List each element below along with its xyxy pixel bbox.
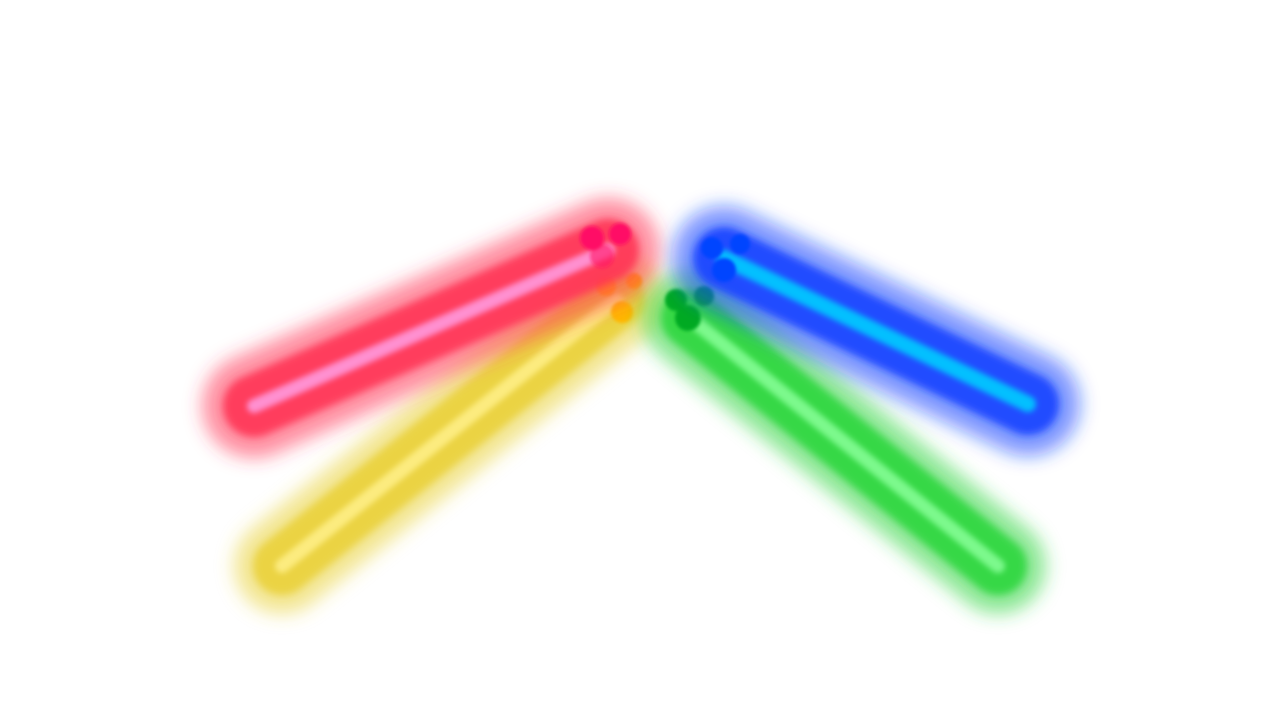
red-beam-tip bbox=[580, 223, 631, 268]
green-beam bbox=[642, 270, 1046, 614]
blue-beam-tip bbox=[701, 234, 750, 282]
blue-beam bbox=[672, 206, 1080, 456]
red-beam bbox=[202, 198, 660, 458]
